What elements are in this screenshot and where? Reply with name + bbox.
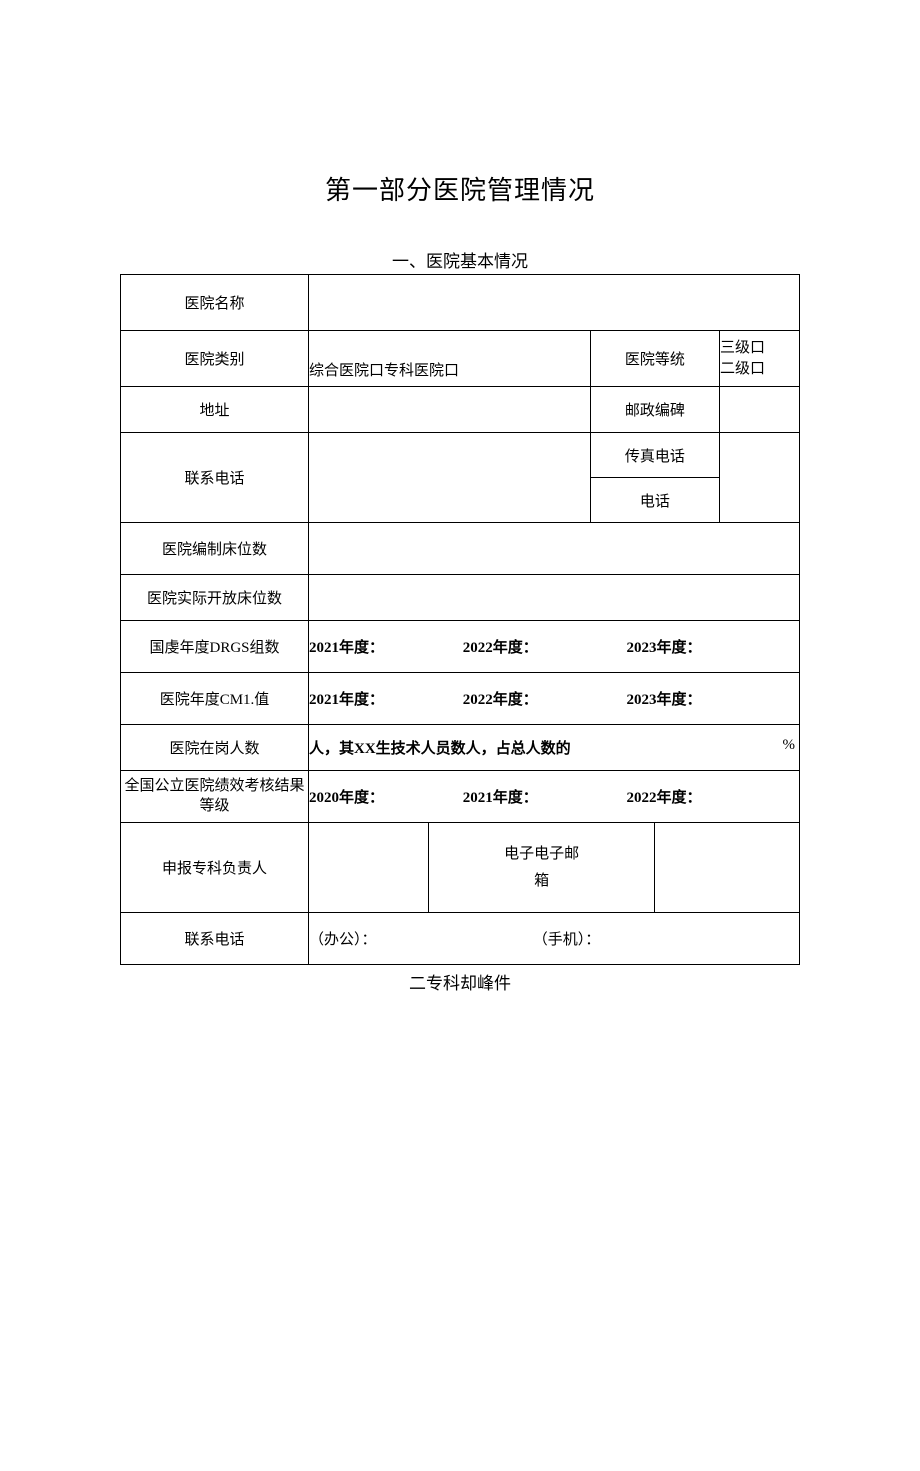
staff-text: 人，其XX生技术人员数人，占总人数的	[309, 741, 571, 757]
email-line1: 电子电子邮	[504, 846, 579, 862]
section-1-title: 一、医院基本情况	[0, 247, 920, 272]
drgs-values: 2021年度： 2022年度： 2023年度：	[309, 621, 800, 673]
contact-phone-label: 联系电话	[121, 433, 309, 523]
table-row: 医院年度CM1.值 2021年度： 2022年度： 2023年度：	[121, 673, 800, 725]
cm1-2021: 2021年度：	[309, 688, 459, 709]
drgs-2022: 2022年度：	[463, 636, 623, 657]
pct-sign: %	[783, 737, 796, 754]
beds-official-value	[309, 523, 800, 575]
postal-code-label: 邮政编碑	[590, 387, 719, 433]
hospital-name-value	[309, 275, 800, 331]
hospital-level-value: 三级口 二级口	[720, 331, 800, 387]
beds-official-label: 医院编制床位数	[121, 523, 309, 575]
cm1-2022: 2022年度：	[463, 688, 623, 709]
contact-phone-value	[309, 433, 591, 523]
mobile-phone: （手机）：	[533, 932, 601, 948]
page-title: 第一部分医院管理情况	[0, 170, 920, 207]
beds-actual-label: 医院实际开放床位数	[121, 575, 309, 621]
email-line2: 箱	[534, 873, 549, 889]
staff-value: 人，其XX生技术人员数人，占总人数的 %	[309, 725, 800, 771]
perf-2020: 2020年度：	[309, 786, 459, 807]
cm1-2023: 2023年度：	[627, 688, 702, 709]
table-row: 医院类别 综合医院口专科医院口 医院等统 三级口 二级口	[121, 331, 800, 387]
drgs-2023: 2023年度：	[627, 636, 702, 657]
perf-2022: 2022年度：	[627, 786, 702, 807]
address-value	[309, 387, 591, 433]
table-row: 国虔年度DRGS组数 2021年度： 2022年度： 2023年度：	[121, 621, 800, 673]
postal-code-value	[720, 387, 800, 433]
fax-phone-value	[720, 433, 800, 523]
hospital-type-label: 医院类别	[121, 331, 309, 387]
perf-label: 全国公立医院绩效考核结果等级	[121, 771, 309, 823]
table-row: 医院实际开放床位数	[121, 575, 800, 621]
phone-values: （办公）： （手机）：	[309, 913, 800, 965]
drgs-2021: 2021年度：	[309, 636, 459, 657]
table-row: 医院在岗人数 人，其XX生技术人员数人，占总人数的 %	[121, 725, 800, 771]
table-row: 申报专科负责人 电子电子邮 箱	[121, 823, 800, 913]
email-value	[655, 823, 800, 913]
applicant-label: 申报专科负责人	[121, 823, 309, 913]
email-label: 电子电子邮 箱	[429, 823, 655, 913]
table-row: 医院编制床位数	[121, 523, 800, 575]
level-3: 三级口	[720, 340, 765, 356]
drgs-label: 国虔年度DRGS组数	[121, 621, 309, 673]
staff-label: 医院在岗人数	[121, 725, 309, 771]
applicant-value	[309, 823, 429, 913]
table-row: 地址 邮政编碑	[121, 387, 800, 433]
perf-values: 2020年度： 2021年度： 2022年度：	[309, 771, 800, 823]
table-row: 联系电话 传真电话	[121, 433, 800, 478]
hospital-name-label: 医院名称	[121, 275, 309, 331]
table-row: 联系电话 （办公）： （手机）：	[121, 913, 800, 965]
hospital-level-label: 医院等统	[590, 331, 719, 387]
address-label: 地址	[121, 387, 309, 433]
section-2-title: 二专科却峰件	[0, 969, 920, 994]
level-2: 二级口	[720, 361, 765, 377]
office-phone: （办公）：	[309, 928, 529, 949]
cm1-values: 2021年度： 2022年度： 2023年度：	[309, 673, 800, 725]
table-row: 全国公立医院绩效考核结果等级 2020年度： 2021年度： 2022年度：	[121, 771, 800, 823]
beds-actual-value	[309, 575, 800, 621]
perf-2021: 2021年度：	[463, 786, 623, 807]
hospital-type-value: 综合医院口专科医院口	[309, 331, 591, 387]
phone-label: 电话	[590, 478, 719, 523]
table-row: 医院名称	[121, 275, 800, 331]
cm1-label: 医院年度CM1.值	[121, 673, 309, 725]
fax-label: 传真电话	[590, 433, 719, 478]
hospital-info-table: 医院名称 医院类别 综合医院口专科医院口 医院等统 三级口 二级口 地址 邮政编…	[120, 274, 800, 965]
contact-phone2-label: 联系电话	[121, 913, 309, 965]
